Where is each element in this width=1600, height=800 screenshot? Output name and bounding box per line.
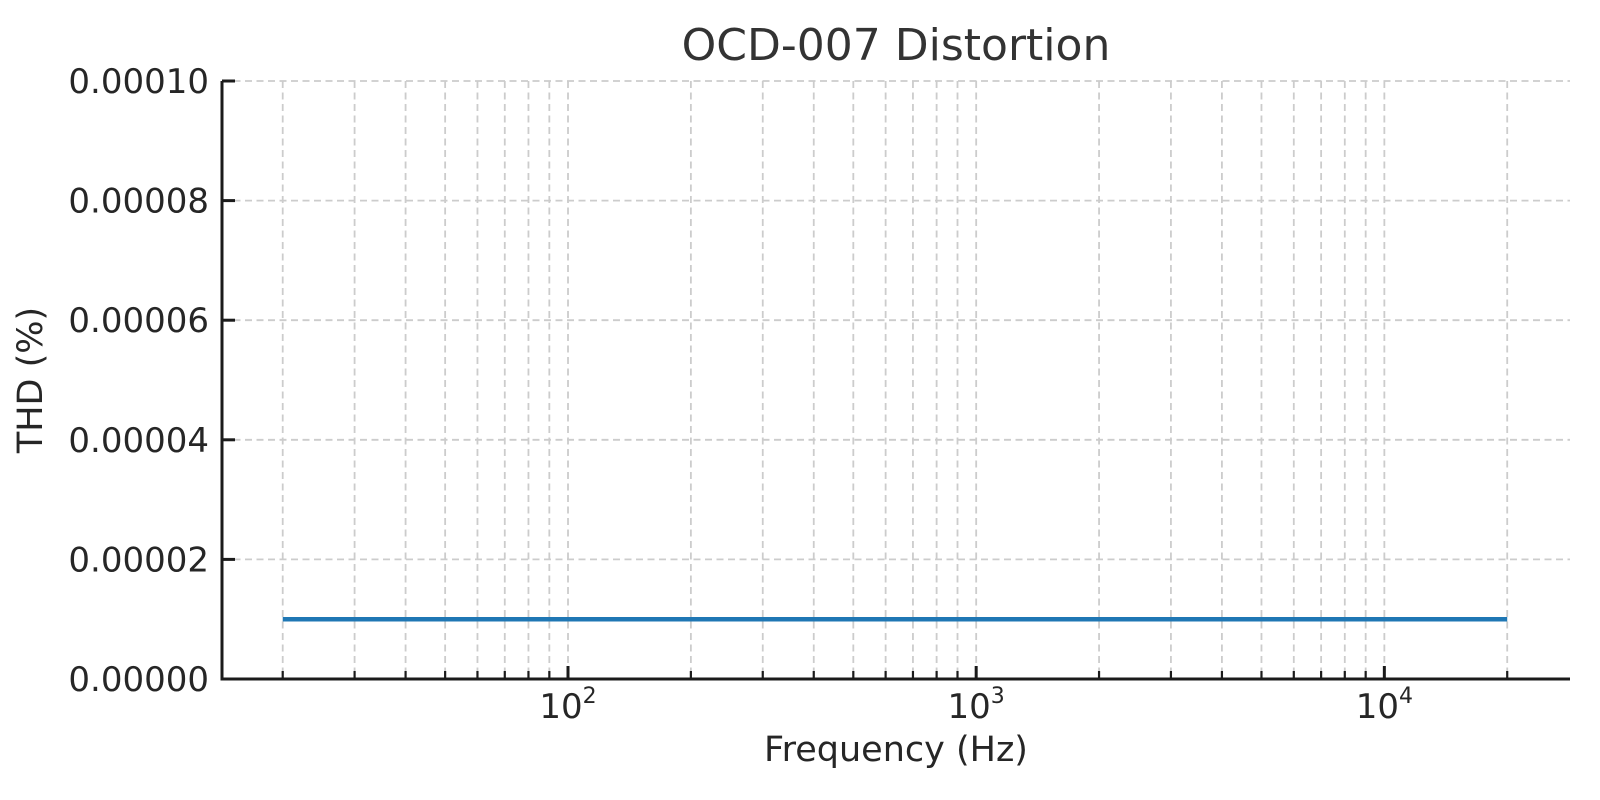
y-tick-label: 0.00004: [68, 421, 209, 461]
y-tick-label: 0.00000: [68, 660, 209, 700]
y-axis-label: THD (%): [11, 307, 51, 454]
y-tick-label: 0.00010: [68, 62, 209, 102]
x-axis-label: Frequency (Hz): [764, 730, 1028, 770]
x-tick-label: 104: [1356, 684, 1413, 727]
gridlines: [222, 80, 1570, 679]
y-tick-label: 0.00002: [68, 540, 209, 580]
axes: [220, 79, 1570, 681]
x-tick-labels: 102 103 104: [539, 684, 1413, 727]
y-tick-labels: 0.00000 0.00002 0.00004 0.00006 0.00008 0.000…: [68, 62, 209, 700]
y-tick-label: 0.00008: [68, 182, 209, 222]
y-tick-label: 0.00006: [68, 301, 209, 341]
x-tick-label: 102: [539, 684, 596, 727]
x-tick-label: 103: [948, 684, 1005, 727]
chart-title: OCD-007 Distortion: [682, 20, 1111, 71]
